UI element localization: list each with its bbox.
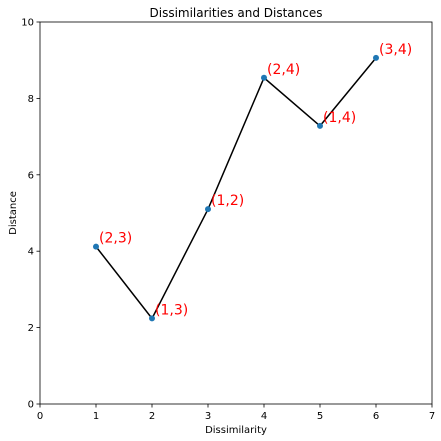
y-tick-label: 8	[28, 94, 34, 105]
x-axis-label: Dissimilarity	[205, 425, 267, 436]
y-tick-label: 6	[28, 170, 34, 181]
point-label: (1,4)	[323, 110, 356, 126]
x-tick-label: 3	[205, 411, 211, 422]
y-tick-label: 10	[21, 18, 34, 29]
data-point	[205, 206, 211, 213]
ticks-layer: 0 1 2 3 4 5 6 7 0 2 4 6 8 10	[21, 18, 435, 423]
x-tick-label: 2	[149, 411, 155, 422]
x-tick-label: 0	[37, 411, 43, 422]
point-label: (1,3)	[155, 302, 188, 318]
point-label: (2,4)	[267, 62, 300, 78]
data-point	[149, 315, 155, 322]
point-label: (2,3)	[99, 231, 132, 247]
point-label: (3,4)	[379, 42, 412, 58]
y-tick-label: 2	[28, 323, 34, 334]
x-tick-label: 6	[373, 411, 379, 422]
data-point	[261, 74, 267, 81]
series-line-layer	[95, 57, 377, 320]
x-tick-label: 5	[317, 411, 323, 422]
data-points-layer	[93, 54, 379, 322]
x-tick-label: 4	[261, 411, 267, 422]
point-label: (1,2)	[211, 193, 244, 209]
data-point	[93, 243, 99, 250]
chart-title: Dissimilarities and Distances	[150, 6, 323, 20]
data-point	[373, 54, 379, 61]
y-tick-label: 4	[28, 247, 34, 258]
series-line	[95, 57, 377, 320]
data-point	[317, 122, 323, 129]
point-labels-layer: (2,3) (1,3) (1,2) (2,4) (1,4) (3,4)	[99, 42, 412, 319]
y-axis-label: Distance	[8, 191, 19, 235]
plot-area-frame	[39, 21, 433, 405]
x-tick-label: 1	[93, 411, 99, 422]
x-tick-label: 7	[429, 411, 435, 422]
y-tick-label: 0	[28, 400, 34, 411]
